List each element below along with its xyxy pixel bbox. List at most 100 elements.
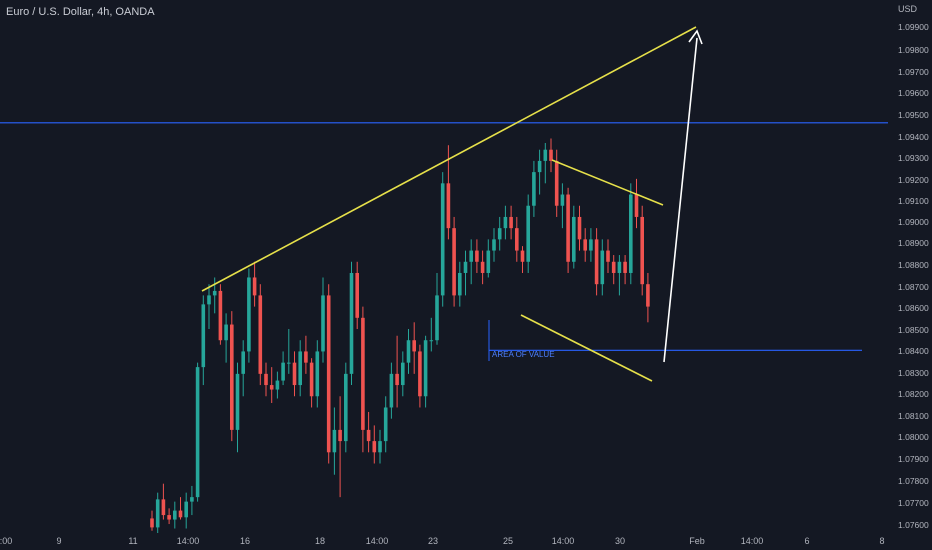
candle [492, 239, 496, 251]
price-tick-label: 1.09800 [898, 45, 929, 55]
time-tick-label: 16 [240, 536, 250, 546]
projection-arrow-head [688, 29, 703, 45]
candle [224, 324, 228, 341]
candle [241, 351, 245, 374]
price-tick-label: 1.09600 [898, 88, 929, 98]
candle [634, 194, 639, 217]
candle [617, 261, 622, 273]
price-tick-label: 1.09100 [898, 196, 929, 206]
candle [532, 172, 536, 206]
time-tick-label: :00 [0, 536, 12, 546]
candle [503, 216, 508, 229]
candle [184, 501, 188, 518]
candle [406, 340, 411, 363]
candle [560, 194, 565, 206]
candle [589, 239, 593, 251]
candle [572, 216, 576, 262]
candle [549, 149, 553, 161]
price-tick-label: 1.09900 [898, 22, 929, 32]
price-tick-label: 1.08000 [898, 432, 929, 442]
candle [309, 362, 314, 397]
candle [515, 228, 519, 251]
candle [418, 351, 422, 397]
candle [361, 317, 365, 430]
chart-title: Euro / U.S. Dollar, 4h, OANDA [6, 6, 155, 18]
candles-group [150, 138, 650, 533]
price-tick-label: 1.09500 [898, 110, 929, 120]
candle [383, 407, 388, 442]
candle [389, 373, 394, 408]
candle [212, 290, 217, 296]
candle [520, 250, 525, 262]
candle [429, 340, 434, 342]
candle [480, 261, 485, 273]
candle [600, 250, 605, 285]
candle [264, 373, 268, 386]
candle [412, 340, 416, 352]
candle [258, 295, 263, 374]
candle [526, 205, 530, 262]
candle [486, 250, 491, 273]
time-axis: :00 9 11 14:00 16 18 14:00 23 25 14:00 30 Feb 14:00 6… [0, 536, 885, 546]
candle [446, 183, 451, 229]
currency-label: USD [898, 4, 918, 14]
price-tick-label: 1.08200 [898, 389, 929, 399]
price-tick-label: 1.09400 [898, 132, 929, 142]
candle [161, 499, 166, 516]
candle [606, 250, 610, 262]
price-tick-label: 1.09200 [898, 175, 929, 185]
candle [623, 261, 627, 273]
time-tick-label: Feb [689, 536, 705, 546]
candle [566, 194, 570, 262]
candle [338, 429, 342, 442]
price-tick-label: 1.08800 [898, 260, 929, 270]
candle [315, 351, 320, 397]
channel-upper-line [551, 159, 664, 206]
time-tick-label: 14:00 [177, 536, 200, 546]
candle [281, 362, 285, 381]
candle [150, 518, 154, 528]
time-tick-label: 23 [428, 536, 438, 546]
rising-trendline [201, 26, 697, 292]
price-tick-label: 1.08100 [898, 411, 929, 421]
area-of-value-label: AREA OF VALUE [492, 350, 555, 359]
price-tick-label: 1.09700 [898, 67, 929, 77]
candle [594, 239, 599, 285]
price-tick-label: 1.08900 [898, 238, 929, 248]
candle [155, 499, 160, 528]
candle [401, 362, 405, 386]
candle [252, 277, 257, 296]
candle [332, 429, 337, 453]
candle [452, 228, 456, 296]
price-tick-label: 1.07900 [898, 454, 929, 464]
price-tick-label: 1.08700 [898, 282, 929, 292]
candle [195, 367, 200, 498]
price-tick-label: 1.08500 [898, 325, 929, 335]
time-tick-label: 6 [804, 536, 809, 546]
candle [440, 183, 445, 296]
price-tick-label: 1.08600 [898, 303, 929, 313]
candle [640, 216, 644, 285]
candle [435, 295, 439, 341]
projection-arrow-line [663, 37, 698, 363]
time-tick-label: 14:00 [552, 536, 575, 546]
candle [235, 373, 240, 430]
price-tick-label: 1.07800 [898, 476, 929, 486]
candle [218, 290, 223, 341]
time-tick-label: 14:00 [366, 536, 389, 546]
candle [269, 385, 274, 390]
time-tick-label: 8 [879, 536, 884, 546]
time-tick-label: 11 [128, 536, 137, 546]
candle [230, 324, 234, 430]
candle [475, 250, 479, 262]
candle [629, 194, 633, 273]
candle [292, 362, 297, 386]
candle [287, 362, 291, 364]
candle [543, 149, 548, 161]
candle [321, 295, 325, 352]
candle [395, 373, 399, 386]
channel-lower-line [520, 314, 653, 382]
candle [298, 351, 302, 386]
time-tick-label: 18 [315, 536, 325, 546]
